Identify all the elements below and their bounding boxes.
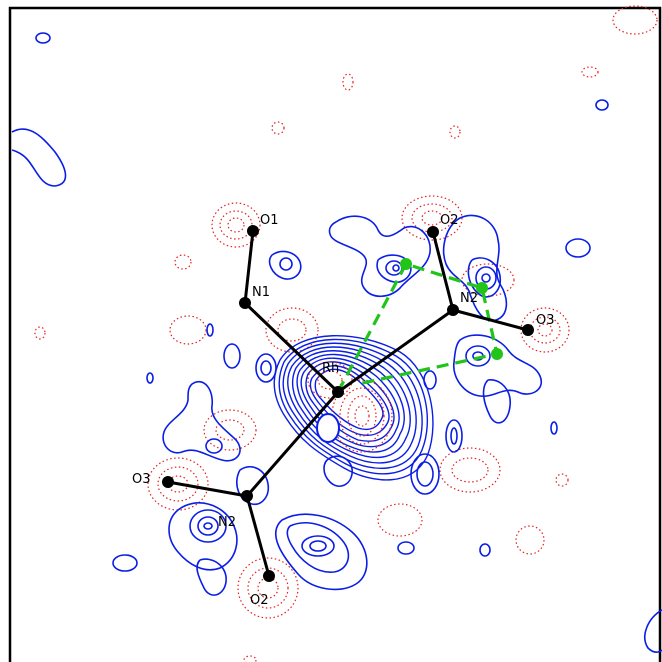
label-n2-top: N2: [460, 291, 478, 306]
atom-o2-bottom: [263, 570, 275, 582]
atom-o3-right: [522, 324, 534, 336]
label-o2-bottom: O2: [250, 593, 269, 608]
atom-n2-bottom: [241, 490, 253, 502]
label-o2-top: O2: [440, 213, 459, 228]
peripheral-negative-contours: [34, 5, 658, 662]
label-rh: Rh: [322, 361, 339, 376]
atom-labels: O1 N1 Rh O2 N2 O3 O3 N2 O2: [132, 213, 555, 608]
metal-center-contours: [273, 335, 434, 481]
label-o3-right: O3: [536, 313, 555, 328]
central-positive-contours: [162, 214, 543, 596]
peripheral-positive-contours: [11, 32, 662, 653]
atom-o1: [247, 225, 259, 237]
atom-o2-top: [427, 226, 439, 238]
label-n2-bottom: N2: [218, 515, 236, 530]
highlight-polygon: [336, 258, 503, 393]
atom-n2-top: [447, 304, 459, 316]
highlight-atom: [476, 282, 488, 294]
label-n1: N1: [252, 285, 270, 300]
atom-o3-left: [162, 476, 174, 488]
label-o1: O1: [260, 213, 279, 228]
atom-rh: [332, 386, 344, 398]
label-o3-left: O3: [132, 472, 151, 487]
inner-hole: [316, 413, 340, 443]
highlight-atom: [400, 258, 412, 270]
atom-markers: [162, 225, 534, 582]
bond-network: [166, 229, 530, 578]
highlight-atom: [491, 348, 503, 360]
atom-n1: [239, 297, 251, 309]
plot-frame: [8, 6, 662, 662]
